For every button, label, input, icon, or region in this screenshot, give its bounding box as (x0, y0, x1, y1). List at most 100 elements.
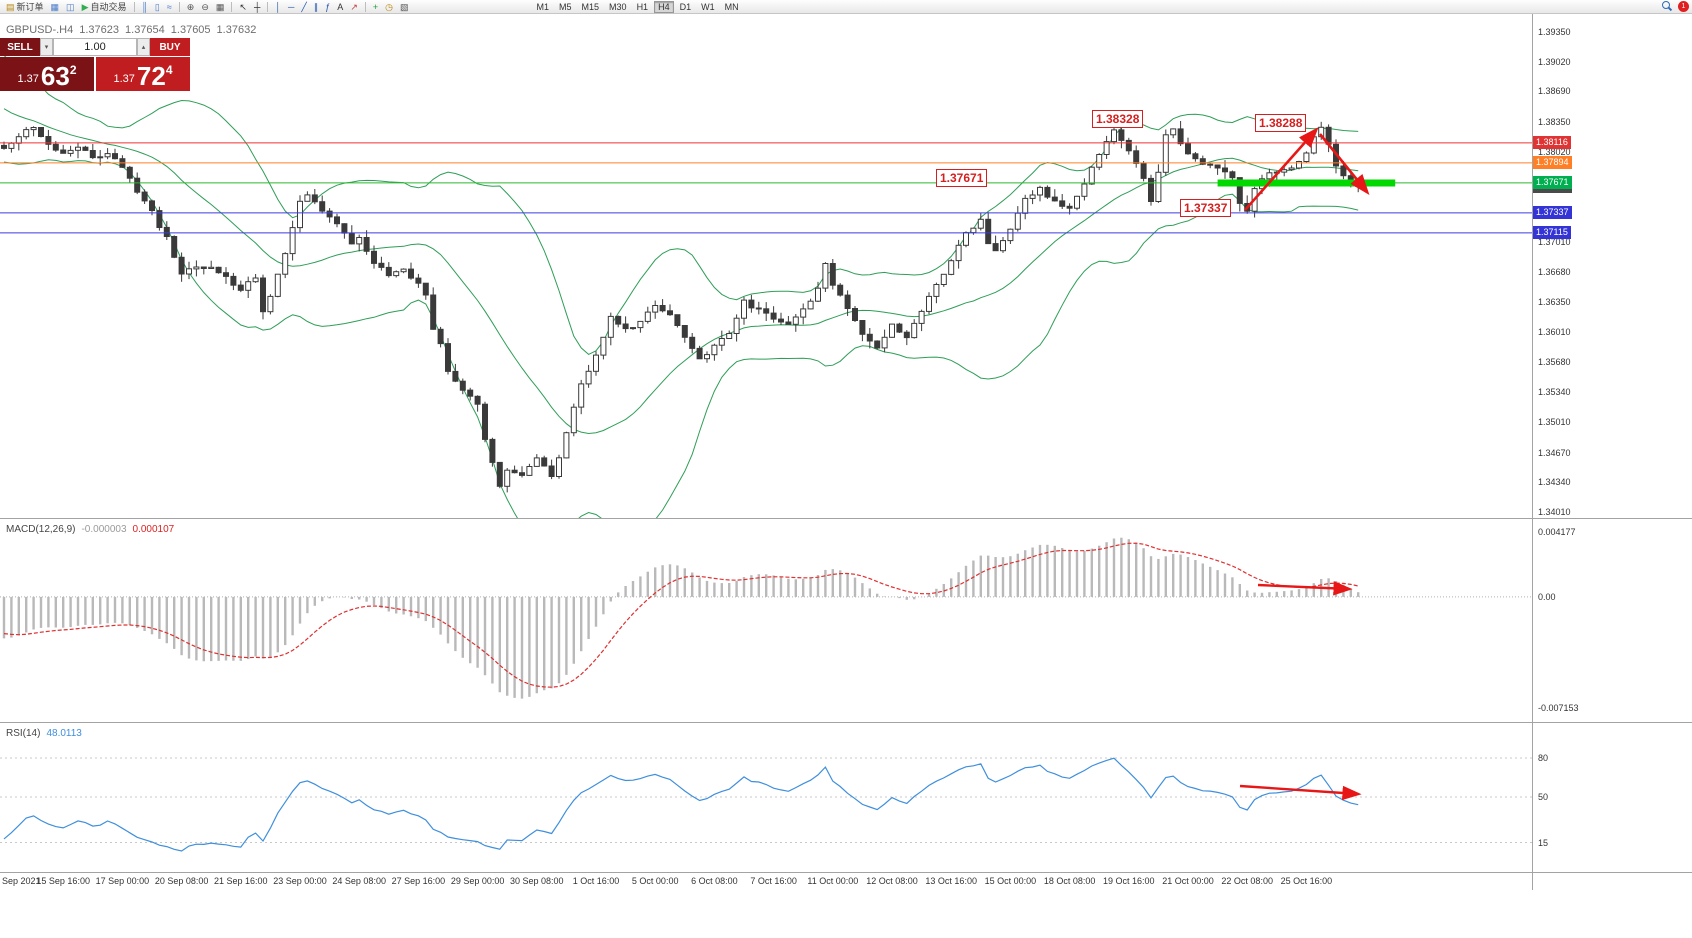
cursor-button[interactable]: ↖ (236, 1, 250, 13)
trend-arrow[interactable] (1244, 127, 1319, 211)
vertical-line-icon: │ (275, 1, 281, 12)
trendline-button[interactable]: ╱ (298, 1, 309, 13)
time-axis-label: 30 Sep 08:00 (510, 876, 564, 886)
time-axis-label: 6 Oct 08:00 (691, 876, 738, 886)
price-axis-separator (1532, 14, 1533, 890)
time-axis-label: 22 Oct 08:00 (1221, 876, 1273, 886)
macd-pane-separator[interactable] (0, 518, 1692, 519)
price-tick: 1.38350 (1538, 116, 1571, 127)
chart-windows-icon: ▦ (50, 1, 60, 12)
bar-chart-button[interactable]: ║ (139, 1, 151, 13)
price-callout[interactable]: 1.37337 (1180, 199, 1232, 217)
tile-windows-button[interactable]: ▦ (213, 1, 228, 13)
price-axis[interactable]: 1.39350 1.39020 1.38690 1.38350 1.38020 1.376… (1532, 14, 1692, 890)
timeframe-h4-button[interactable]: H4 (654, 0, 674, 13)
rsi-axis-level: 15 (1538, 837, 1549, 848)
sell-price-sup: 2 (69, 63, 77, 77)
time-axis-label: 27 Sep 16:00 (391, 876, 446, 886)
rsi-indicator-chart[interactable] (0, 722, 1532, 872)
open-price-label: 1.37623 (79, 24, 120, 36)
top-toolbar: ▤ 新订单 ▦ ◫ ▶ 自动交易 ║ ▯ ≈ ⊕ ⊖ ▦ ↖ ┼ │ ─ ╱ ∥ ƒ A ↗ + ◷ ▧ M1 M5 M15 M3… (0, 0, 1692, 14)
search-icon[interactable] (1662, 1, 1673, 12)
timeframe-m30-button[interactable]: M30 (609, 1, 627, 12)
tile-windows-icon: ▦ (215, 1, 225, 12)
volume-decrease-button[interactable]: ▾ (40, 38, 53, 56)
timeframe-m1-button[interactable]: M1 (536, 1, 550, 12)
timeframe-d1-button[interactable]: D1 (679, 1, 692, 12)
templates-button[interactable]: ▧ (397, 1, 412, 13)
price-line-tag: 1.37894 (1533, 156, 1572, 170)
vertical-line-button[interactable]: │ (272, 1, 284, 13)
price-tick: 1.35680 (1538, 356, 1571, 367)
time-axis-label: 15 Sep 16:00 (36, 876, 90, 886)
toolbar-main-buttons: ▤ 新订单 ▦ ◫ ▶ 自动交易 (3, 1, 130, 13)
fibonacci-button[interactable]: ƒ (322, 1, 333, 13)
sell-price-button[interactable]: 1.37 63 2 (0, 57, 94, 91)
indicators-add-button[interactable]: + (370, 1, 381, 13)
horizontal-line-objects[interactable] (0, 142, 1532, 234)
price-tick: 1.39020 (1538, 56, 1571, 67)
price-tick: 1.36010 (1538, 327, 1571, 338)
macd-indicator-chart[interactable] (0, 518, 1532, 722)
macd-label: MACD(12,26,9) -0.000003 0.000107 (6, 524, 174, 535)
profiles-icon: ◫ (66, 1, 75, 12)
macd-trend-arrow[interactable] (1257, 581, 1353, 596)
rsi-trend-arrow[interactable] (1239, 784, 1362, 801)
rsi-axis-level: 50 (1538, 792, 1549, 802)
bollinger-bands (3, 55, 1359, 518)
trend-arrow[interactable] (1318, 133, 1370, 196)
rsi-name: RSI(14) (6, 728, 41, 739)
chart-windows-button[interactable]: ▦ (48, 1, 63, 13)
low-price-label: 1.37605 (170, 24, 211, 36)
volume-increase-button[interactable]: ▴ (137, 38, 150, 56)
timeframe-mn-button[interactable]: MN (724, 1, 739, 12)
arrows-tool-button[interactable]: ↗ (347, 1, 361, 13)
time-axis-label: 11 Oct 00:00 (807, 876, 859, 886)
candlestick-chart[interactable] (0, 14, 1532, 518)
rsi-line (3, 757, 1359, 852)
zoom-out-button[interactable]: ⊖ (198, 1, 212, 13)
channel-button[interactable]: ∥ (311, 1, 322, 13)
price-callout[interactable]: 1.37671 (936, 169, 988, 187)
buy-button[interactable]: BUY (150, 38, 190, 56)
crosshair-button[interactable]: ┼ (251, 1, 263, 13)
candles (1, 121, 1362, 493)
price-tick: 1.35340 (1538, 387, 1571, 398)
timeframe-m5-button[interactable]: M5 (559, 1, 572, 12)
time-axis-label: 15 Oct 00:00 (984, 876, 1037, 886)
timeframe-w1-button[interactable]: W1 (701, 1, 715, 12)
price-callout[interactable]: 1.38288 (1255, 114, 1307, 132)
candlestick-chart-button[interactable]: ▯ (152, 1, 163, 13)
line-chart-button[interactable]: ≈ (164, 1, 175, 13)
rsi-pane-separator[interactable] (0, 722, 1692, 723)
time-axis-label: 20 Sep 08:00 (154, 876, 209, 886)
profiles-button[interactable]: ◫ (63, 1, 78, 13)
sell-button[interactable]: SELL (0, 38, 40, 56)
timeframe-h1-button[interactable]: H1 (636, 1, 649, 12)
toolbar-right-icons: 1 (1662, 1, 1689, 12)
text-label-icon: A (337, 1, 344, 12)
buy-price-button[interactable]: 1.37 72 4 (96, 57, 190, 91)
time-axis[interactable]: Sep 2021 15 Sep 16:00 17 Sep 00:00 20 Sep 0… (0, 872, 1532, 890)
price-callout[interactable]: 1.38328 (1092, 110, 1144, 128)
line-chart-icon: ≈ (166, 1, 172, 12)
one-click-trading-panel: SELL ▾ 1.00 ▴ BUY 1.37 63 2 1.37 72 4 (0, 38, 190, 91)
chart-window: GBPUSD-.H4 1.37623 1.37654 1.37605 1.376… (0, 14, 1692, 938)
zoom-in-button[interactable]: ⊕ (184, 1, 198, 13)
periods-icon: ◷ (385, 1, 393, 12)
price-tick: 1.39350 (1538, 27, 1571, 37)
volume-input[interactable]: 1.00 (53, 38, 137, 56)
price-tick: 1.35010 (1538, 417, 1571, 428)
horizontal-line-button[interactable]: ─ (285, 1, 297, 13)
periods-button[interactable]: ◷ (382, 1, 396, 13)
timeframe-m15-button[interactable]: M15 (581, 1, 600, 12)
buy-price-big: 72 (136, 61, 166, 91)
sell-price-big: 63 (40, 61, 70, 91)
rsi-axis-level: 80 (1538, 753, 1549, 763)
notification-badge[interactable]: 1 (1678, 1, 1689, 12)
sell-price-main: 1.37 (17, 73, 39, 85)
new-order-button[interactable]: ▤ 新订单 (3, 1, 47, 13)
auto-trading-button[interactable]: ▶ 自动交易 (79, 1, 130, 13)
text-label-button[interactable]: A (334, 1, 346, 13)
